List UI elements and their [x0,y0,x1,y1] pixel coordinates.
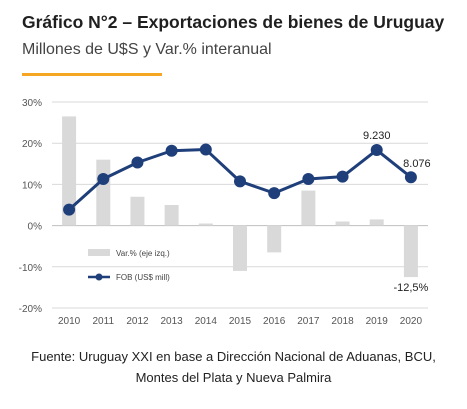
chart-title: Gráfico N°2 – Exportaciones de bienes de… [22,12,445,32]
bar-2011 [96,159,111,226]
x-tick-label: 2015 [229,316,252,327]
y-tick-label: 30% [22,98,42,109]
fob-point-2010 [63,203,76,216]
fob-point-2020 [404,171,417,184]
bar-2014 [198,223,213,226]
data-label: -12,5% [393,282,428,294]
x-axis-ticks: 2010 2011 2012 2013 2014 2015 2016 2017 2018 2019… [58,316,423,327]
fob-line-series [63,143,417,216]
legend: Var.% (eje izq.) FOB (US$ mill) [88,249,170,282]
fob-point-2011 [97,172,110,185]
x-tick-label: 2016 [263,316,286,327]
bar-2010 [62,116,77,226]
fob-point-2013 [165,144,178,157]
source-note: Fuente: Uruguay XXI en base a Dirección … [0,346,467,388]
x-tick-label: 2011 [93,316,115,327]
legend-bar-label: Var.% (eje izq.) [116,249,170,258]
bar-2013 [164,205,179,226]
fob-point-2015 [234,175,246,188]
bar-2015 [233,225,247,271]
y-tick-label: -20% [19,304,42,315]
x-tick-label: 2017 [297,316,320,327]
x-tick-label: 2010 [58,316,81,327]
source-line-1: Fuente: Uruguay XXI en base a Dirección … [31,349,436,364]
bar-2019 [369,219,384,226]
fob-point-2016 [268,187,281,200]
y-tick-label: 0% [28,222,43,233]
x-tick-label: 2013 [161,316,184,327]
fob-point-2017 [302,172,315,185]
title-underline [22,73,162,76]
bar-2018 [335,221,350,226]
legend-line-marker [95,273,103,281]
fob-point-2014 [199,143,212,156]
y-axis-ticks: 30% 20% 10% 0% -10% -20% [19,98,42,315]
x-tick-label: 2012 [126,316,149,327]
legend-bar-swatch [88,249,110,256]
y-tick-label: -10% [19,263,42,274]
data-label: 8.076 [403,158,431,170]
bar-2016 [267,225,282,253]
bar-2012 [130,196,145,226]
chart-area: 30% 20% 10% 0% -10% -20% 2010 2011 2012 2013 2014… [19,98,431,327]
chart-subtitle: Millones de U$S y Var.% interanual [22,41,272,58]
fob-point-2018 [336,170,349,183]
bars [62,116,418,278]
bar-2017 [301,190,316,226]
x-tick-label: 2019 [366,316,389,327]
bar-2020 [403,225,418,278]
x-tick-label: 2020 [400,316,423,327]
fob-point-2019 [370,144,383,157]
y-tick-label: 10% [22,180,42,191]
x-tick-label: 2018 [331,316,354,327]
data-labels: 9.230 8.076 -12,5% [363,130,431,294]
source-line-2: Montes del Plata y Nueva Palmira [135,370,332,385]
x-tick-label: 2014 [195,316,218,327]
fob-point-2012 [131,156,144,169]
y-tick-label: 20% [22,139,42,150]
data-label: 9.230 [363,130,391,142]
legend-line-label: FOB (US$ mill) [116,273,170,282]
